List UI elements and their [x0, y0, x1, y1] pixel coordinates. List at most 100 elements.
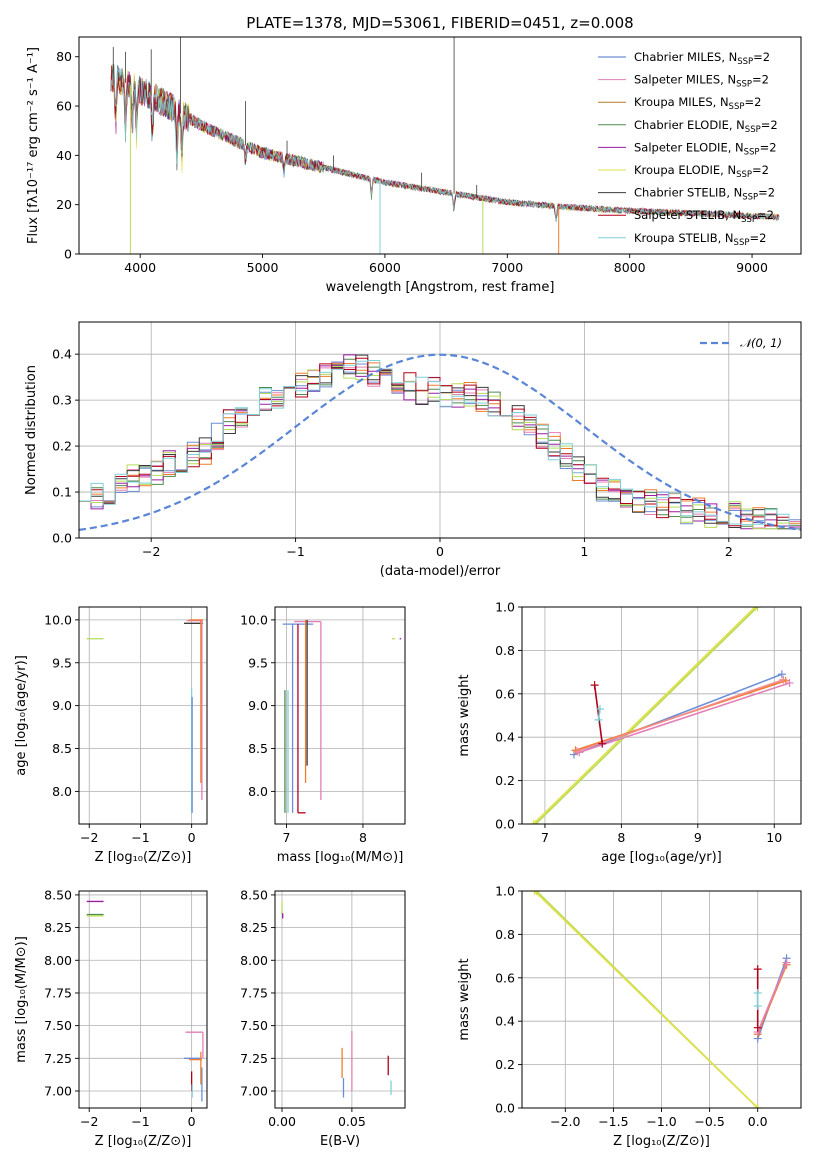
- y-tick-label-3: 7.75: [240, 985, 268, 1000]
- legend-label-0: Chabrier MILES, NSSP=2: [634, 50, 770, 67]
- legend-label-suffix-3: =2: [761, 118, 778, 132]
- y-tick-label-6: 8.50: [44, 887, 72, 902]
- y-tick-label-3: 0.3: [52, 393, 72, 408]
- line-marker-2-1: [777, 670, 786, 679]
- panel-spectrum: Chabrier MILES, NSSP=2 Salpeter MILES, NS…: [26, 36, 802, 295]
- legend-label-sub-7: SSP: [741, 215, 757, 225]
- axes-frame: [274, 890, 406, 1109]
- legend-label-sub-4: SSP: [744, 147, 760, 157]
- y-tick-label-3: 0.6: [495, 686, 515, 701]
- line-marker-1-1: [753, 1104, 762, 1108]
- y-tick-label-3: 7.75: [44, 985, 72, 1000]
- panel-mass-weight-vs-Z: −2.0 −1.5 −1.0 −0.5 0.0 0.0 0.2 0.4 0.6 0.8 1.0 Z […: [457, 884, 802, 1149]
- y-tick-label-3: 9.5: [52, 655, 72, 670]
- y-tick-label-4: 0.8: [495, 643, 515, 658]
- x-tick-label-2: −1.0: [646, 1114, 676, 1129]
- panel-age-vs-mass: 7 8 8.0 8.5 9.0 9.5 10.0 mass [log₁₀(M/M⊙)]: [240, 606, 406, 865]
- y-tick-label-4: 10.0: [44, 612, 72, 627]
- legend-label-sub-3: SSP: [745, 125, 761, 135]
- line-marker-6-1: [753, 988, 762, 997]
- line-marker-1-0: [529, 820, 538, 824]
- y-tick-label-4: 0.4: [52, 347, 72, 362]
- line-marker-1-0: [530, 891, 539, 895]
- legend-label-suffix-1: =2: [752, 73, 769, 87]
- y-tick-label-0: 0.0: [52, 531, 72, 546]
- x-tick-label-2: 6000: [369, 260, 401, 275]
- line-2: [573, 673, 783, 756]
- y-tick-label-0: 0.0: [495, 1101, 515, 1116]
- y-tick-label-2: 7.50: [44, 1018, 72, 1033]
- plot-area: [530, 891, 791, 1108]
- line-3: [756, 964, 788, 1035]
- x-tick-label-1: −1: [286, 544, 304, 559]
- y-tick-label-2: 0.4: [495, 730, 515, 745]
- y-tick-label-4: 10.0: [240, 612, 268, 627]
- legend-label-suffix-8: =2: [749, 231, 766, 245]
- y-tick-label-1: 8.5: [52, 741, 72, 756]
- y-tick-label-1: 7.25: [44, 1051, 72, 1066]
- legend-label-suffix-0: =2: [753, 50, 770, 64]
- plot-area: [281, 901, 392, 1098]
- y-tick-label-5: 1.0: [495, 600, 515, 615]
- x-tick-label-2: 0: [188, 1114, 196, 1129]
- x-tick-label-2: 9: [694, 830, 702, 845]
- y-tick-label-0: 7.00: [44, 1084, 72, 1099]
- x-tick-label-1: 0.05: [338, 1114, 366, 1129]
- line-marker-6-0: [590, 681, 599, 690]
- y-tick-label-1: 7.25: [240, 1051, 268, 1066]
- axes-frame: [78, 890, 208, 1109]
- x-tick-label-3: 10: [766, 830, 782, 845]
- y-tick-label-3: 9.5: [248, 655, 268, 670]
- x-axis-label: age [log₁₀(age/yr)]: [601, 850, 722, 865]
- y-tick-label-2: 0.2: [52, 439, 72, 454]
- axes-frame: [521, 606, 802, 825]
- y-axis-label: mass weight: [457, 958, 472, 1040]
- line-marker-7-0: [594, 715, 603, 724]
- legend-label-suffix-2: =2: [744, 95, 761, 109]
- panel-residuals: 𝒩(0, 1) −2 −1 0 1 2 0.0 0.1 0.2 0.3 0.4 (data-model…: [24, 321, 802, 579]
- x-tick-label-0: 4000: [124, 260, 156, 275]
- y-tick-label-5: 1.0: [495, 884, 515, 899]
- y-axis-label: Flux [fλ10⁻¹⁷ erg cm⁻² s⁻¹ A⁻¹]: [26, 47, 41, 244]
- plot-area: [86, 900, 204, 1102]
- y-tick-label-1: 0.1: [52, 485, 72, 500]
- x-axis-label: mass [log₁₀(M/M⊙)]: [277, 850, 404, 865]
- plot-area: [86, 619, 203, 813]
- x-tick-label-3: 1: [580, 544, 588, 559]
- line-marker-5-0: [573, 747, 582, 756]
- y-tick-label-4: 0.8: [495, 927, 515, 942]
- legend-label-suffix-5: =2: [752, 163, 769, 177]
- x-tick-label-2: 0: [436, 544, 444, 559]
- y-tick-label-0: 0.0: [495, 817, 515, 832]
- y-tick-label-2: 40: [56, 148, 72, 163]
- line-marker-5-0: [753, 1023, 762, 1032]
- y-axis-label: age [log₁₀(age/yr)]: [14, 655, 29, 776]
- x-tick-label-0: −2: [80, 830, 98, 845]
- panel-age-vs-Z: −2 −1 0 8.0 8.5 9.0 9.5 10.0 Z [log₁₀(Z/Z⊙)] age …: [14, 606, 208, 865]
- line-marker-5-1: [779, 675, 788, 684]
- line-marker-7-1: [595, 704, 604, 713]
- line-marker-4-1: [785, 678, 794, 687]
- y-tick-label-0: 8.0: [248, 784, 268, 799]
- y-tick-label-1: 0.2: [495, 1057, 515, 1072]
- x-tick-label-5: 9000: [736, 260, 768, 275]
- legend-label-7: Salpeter STELIB, NSSP=2: [634, 208, 774, 225]
- x-tick-label-3: 7000: [491, 260, 523, 275]
- axes-frame: [78, 606, 208, 825]
- legend-label-8: Kroupa STELIB, NSSP=2: [634, 231, 766, 248]
- y-tick-label-2: 9.0: [248, 698, 268, 713]
- line-marker-1-1: [751, 607, 760, 611]
- line-5: [576, 678, 784, 753]
- line-marker-6-0: [753, 1002, 762, 1011]
- legend-label-2: Kroupa MILES, NSSP=2: [634, 95, 761, 112]
- legend-label-sub-2: SSP: [729, 102, 745, 112]
- line-marker-5-1: [753, 965, 762, 974]
- y-tick-label-1: 20: [56, 197, 72, 212]
- panel-mass-weight-vs-age: 7 8 9 10 0.0 0.2 0.4 0.6 0.8 1.0 age [log₁₀(age/yr…: [457, 600, 802, 865]
- x-axis-label: Z [log₁₀(Z/Z⊙)]: [95, 850, 192, 865]
- plot-area: [110, 37, 780, 254]
- y-tick-label-1: 8.5: [248, 741, 268, 756]
- line-0: [535, 607, 758, 824]
- x-tick-label-0: −2.0: [550, 1114, 580, 1129]
